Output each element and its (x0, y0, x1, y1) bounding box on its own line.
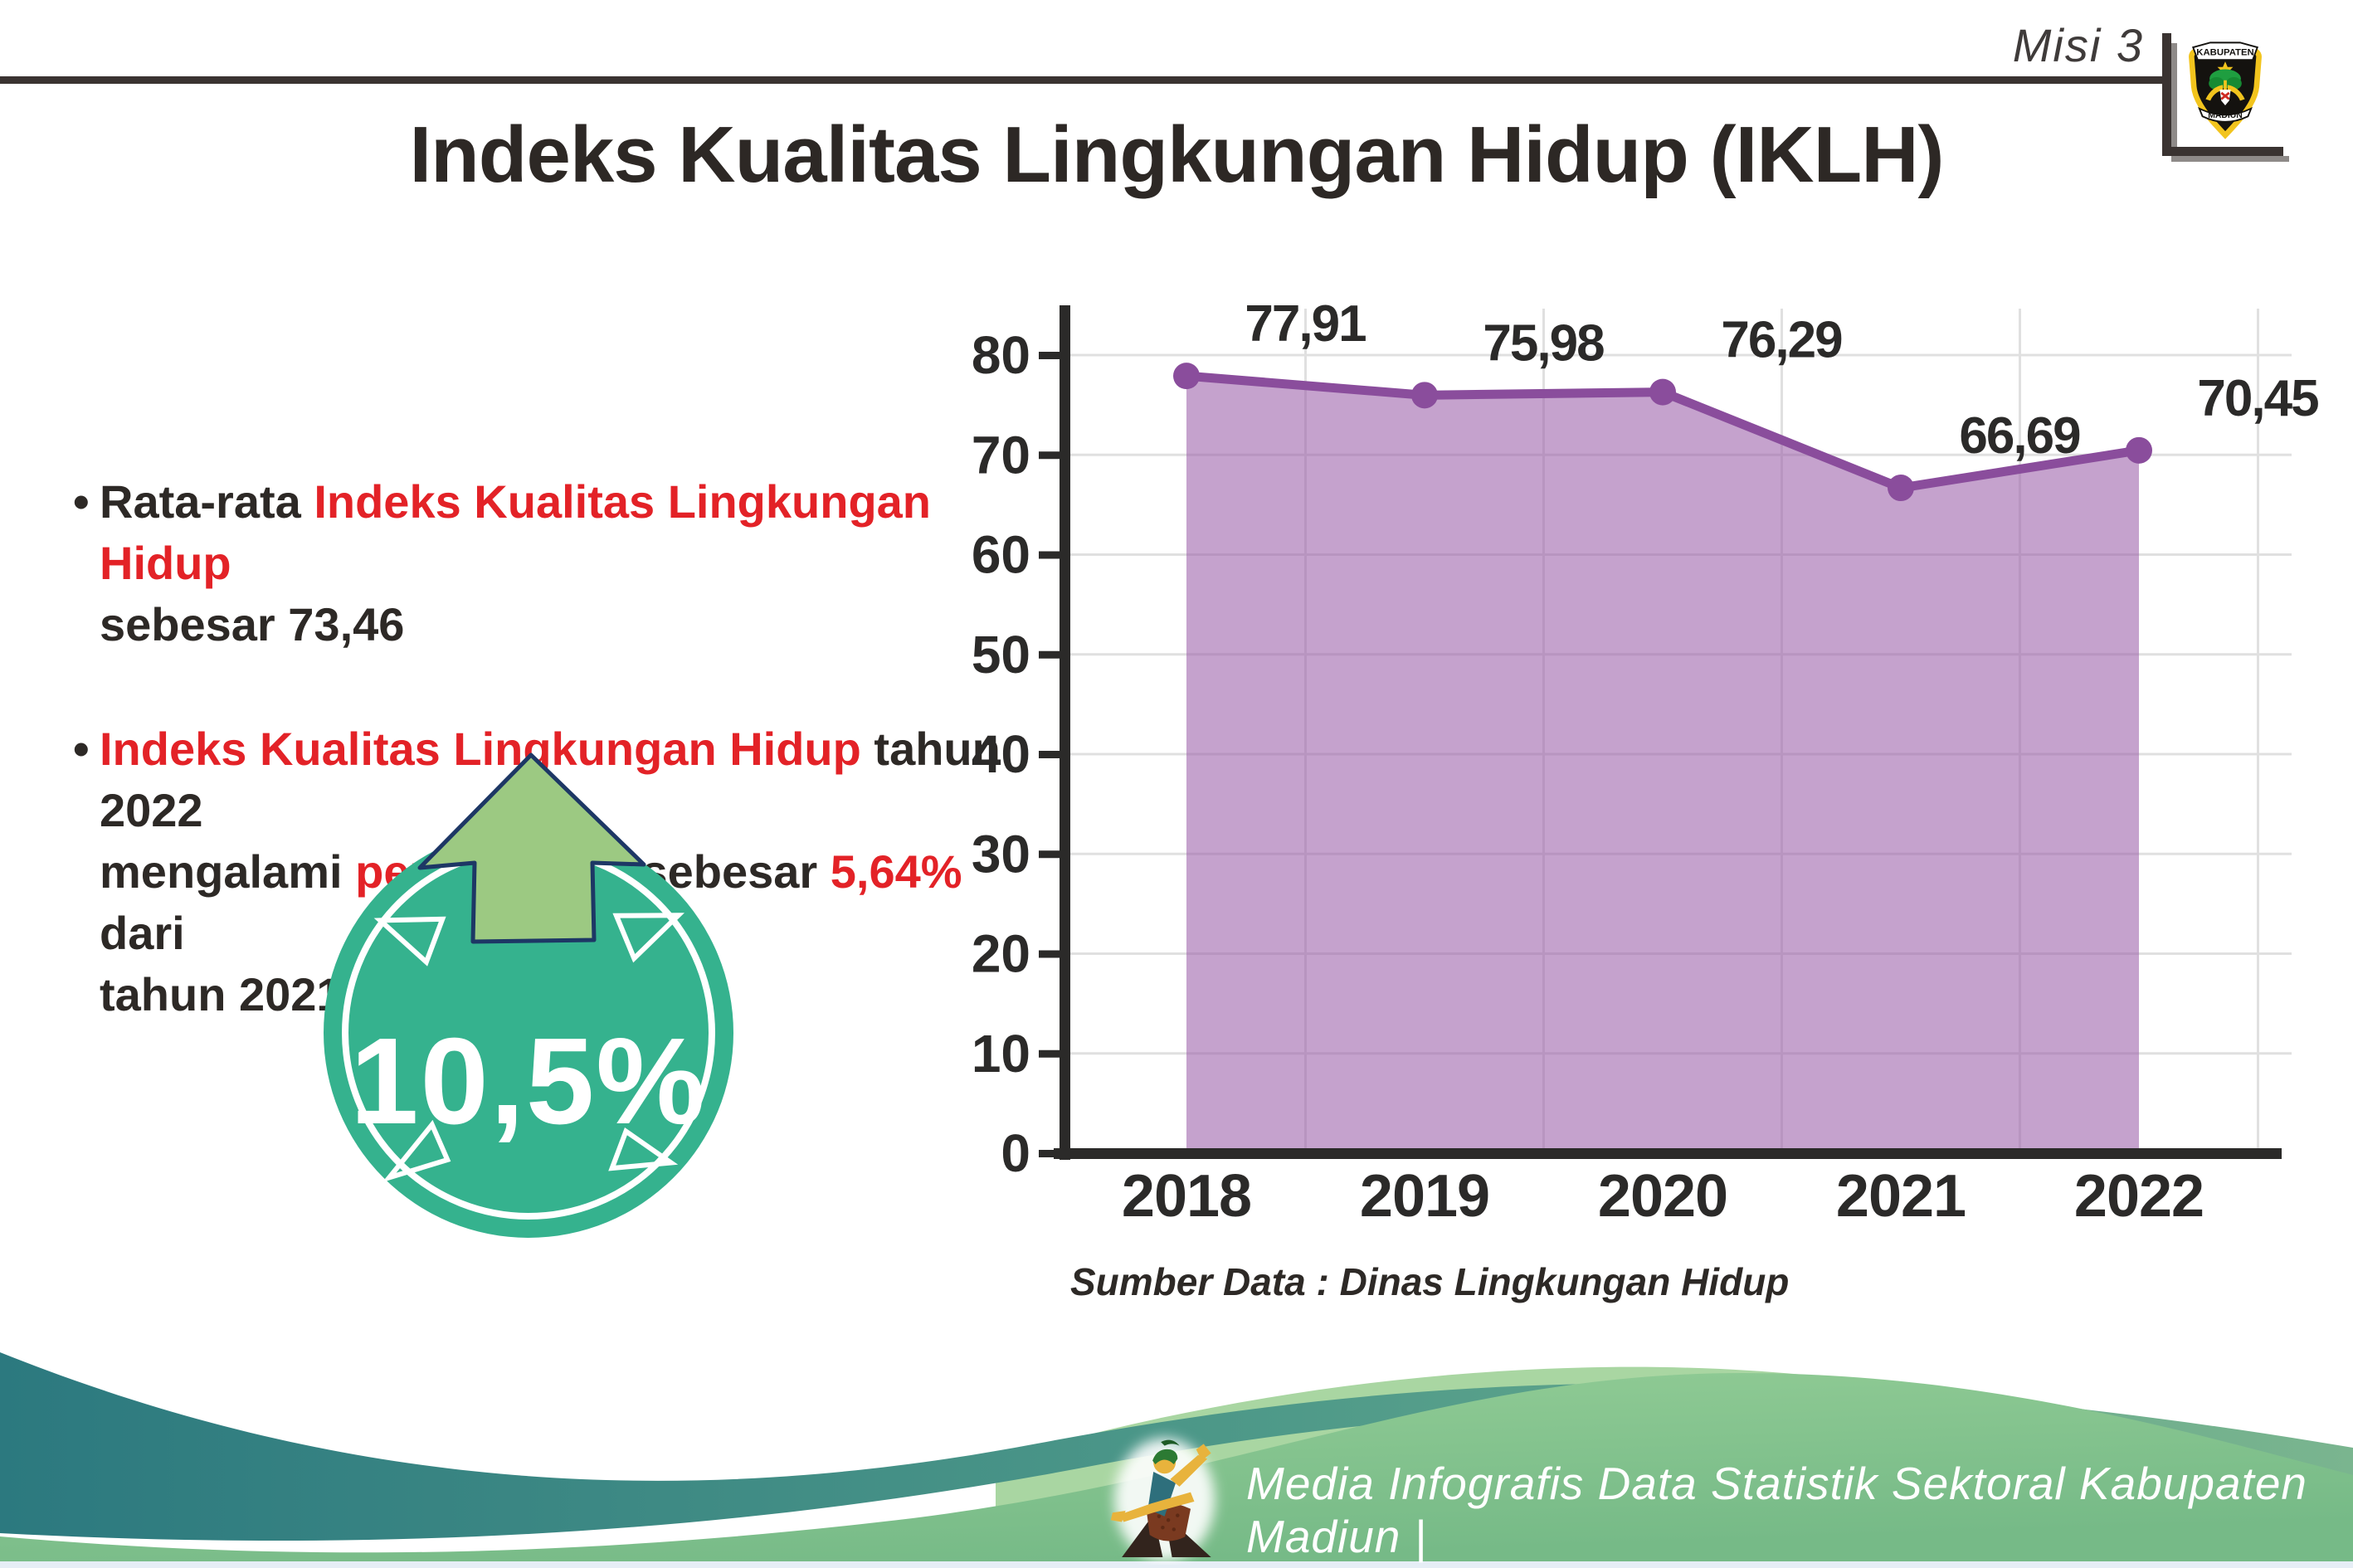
bullet-dot: • (73, 475, 90, 528)
source-note: Sumber Data : Dinas Lingkungan Hidup (1070, 1260, 1790, 1303)
bullet-text-segment: Indeks Kualitas Lingkungan Hidup (100, 723, 861, 775)
iklh-area-chart: 77,91 75,98 76,29 66,69 70,45 0 10 20 30 40 50 60 70… (972, 295, 2320, 1230)
y-tick-label: 70 (972, 425, 1030, 485)
data-point-dot (1411, 382, 1438, 409)
header-rule (0, 76, 2167, 84)
misi-label: Misi 3 (2012, 19, 2144, 71)
y-tick-label: 50 (972, 625, 1030, 684)
y-tick-mark (1039, 1049, 1065, 1058)
x-category-label: 2020 (1598, 1163, 1727, 1230)
logo-frame-shadow-h (2171, 156, 2289, 162)
data-point-dot (2126, 436, 2152, 464)
bullet-dot: • (73, 723, 90, 775)
y-tick-label: 80 (972, 325, 1030, 385)
bullet-text-segment: 5,64% (830, 845, 962, 898)
badge-value: 10,5% (350, 1013, 707, 1150)
logo-frame-horizontal (2162, 147, 2283, 156)
logo-frame-shadow-v (2171, 43, 2177, 156)
y-tick-label: 30 (972, 824, 1030, 884)
kabupaten-madiun-logo-icon: KABUPATEN MADIUN (2189, 41, 2262, 139)
y-tick-label: 0 (1001, 1123, 1030, 1183)
bullet-text-segment: dari (100, 907, 185, 959)
y-tick-label: 20 (972, 924, 1030, 984)
data-point-dot (1888, 475, 1914, 502)
page-title: Indeks Kualitas Lingkungan Hidup (IKLH) (409, 110, 1944, 199)
data-value-label: 66,69 (1959, 407, 2080, 465)
data-value-label: 75,98 (1483, 314, 1604, 372)
bullet-text-segment: Indeks Kualitas Lingkungan Hidup (100, 475, 931, 589)
y-tick-mark (1039, 451, 1065, 460)
logo-bottom-text: MADIUN (2208, 111, 2243, 120)
logo-frame-vertical (2162, 33, 2171, 156)
y-tick-mark (1039, 1150, 1065, 1157)
x-axis-line (1054, 1148, 2282, 1159)
y-tick-mark (1039, 551, 1065, 559)
bullet-text-segment: Rata-rata (100, 475, 314, 528)
bullet-item-1: • Rata-rata Indeks Kualitas Lingkungan Hi… (73, 471, 1027, 655)
x-category-label: 2022 (2074, 1163, 2204, 1230)
y-tick-mark (1039, 352, 1065, 359)
footer-caption: Media Infografis Data Statistik Sektoral… (1246, 1458, 2308, 1562)
y-tick-label: 10 (972, 1024, 1030, 1083)
bullet-text-segment: mengalami (100, 845, 356, 898)
x-category-label: 2021 (1836, 1163, 1966, 1230)
data-value-label: 77,91 (1245, 295, 1366, 353)
y-tick-mark (1039, 650, 1065, 659)
bullet-text-segment: sebesar 73,46 (100, 598, 405, 650)
y-tick-label: 40 (972, 724, 1030, 784)
y-tick-mark (1039, 850, 1065, 859)
bullet-text-segment: tahun 2021 (100, 968, 343, 1020)
data-point-dot (1173, 363, 1200, 390)
y-tick-mark (1039, 950, 1065, 958)
y-tick-mark (1039, 751, 1065, 758)
data-value-label: 70,45 (2197, 370, 2318, 427)
area-fill (1186, 376, 2139, 1153)
increase-arrow-icon (417, 752, 646, 944)
bullet-text-segment: tahun 2022 (100, 723, 1001, 836)
y-tick-label: 60 (972, 525, 1030, 585)
logo-top-text: KABUPATEN (2196, 48, 2253, 58)
x-category-label: 2018 (1122, 1163, 1251, 1230)
dancer-mascot-icon (1110, 1438, 1215, 1561)
badge-decoration-triangles (373, 913, 684, 1183)
x-category-label: 2019 (1360, 1163, 1489, 1230)
footer-bottom-strip (0, 1561, 2353, 1568)
data-value-label: 76,29 (1721, 312, 1842, 369)
y-axis-line (1060, 305, 1070, 1160)
data-point-dot (1649, 378, 1676, 406)
